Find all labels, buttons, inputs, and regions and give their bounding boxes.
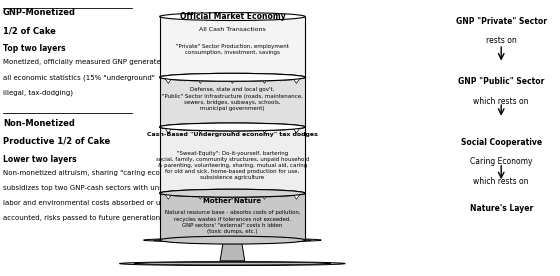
Polygon shape — [160, 17, 305, 77]
Ellipse shape — [160, 123, 305, 131]
Text: Caring Economy: Caring Economy — [470, 157, 533, 166]
Polygon shape — [160, 193, 305, 240]
Text: GNP "Public" Sector: GNP "Public" Sector — [458, 77, 544, 86]
Text: "Sweat-Equity": Do-it-yourself, bartering
social, family, community structures, : "Sweat-Equity": Do-it-yourself, barterin… — [156, 151, 309, 181]
Polygon shape — [160, 77, 305, 127]
Polygon shape — [165, 194, 172, 199]
Ellipse shape — [160, 73, 305, 81]
Text: which rests on: which rests on — [473, 97, 529, 106]
Text: Top two layers: Top two layers — [3, 44, 66, 53]
Polygon shape — [292, 78, 300, 83]
Text: all economic statistics (15% "underground": all economic statistics (15% "undergroun… — [3, 75, 155, 81]
Polygon shape — [165, 128, 172, 133]
Ellipse shape — [119, 262, 345, 266]
Polygon shape — [260, 194, 268, 199]
Text: 1/2 of Cake: 1/2 of Cake — [3, 26, 55, 35]
Polygon shape — [180, 194, 188, 197]
Ellipse shape — [160, 236, 305, 244]
Text: Non-monetized altruism, sharing "caring economy": Non-monetized altruism, sharing "caring … — [3, 170, 183, 176]
Polygon shape — [245, 128, 253, 131]
Text: Natural resource base - absorbs costs of pollution,
recycles wastes if tolerance: Natural resource base - absorbs costs of… — [165, 210, 300, 234]
Text: illegal, tax-dodging): illegal, tax-dodging) — [3, 90, 73, 96]
Polygon shape — [180, 128, 188, 131]
Polygon shape — [292, 194, 300, 199]
Text: Defense, state and local gov't.
"Public" Sector Infrastructure (roads, maintenan: Defense, state and local gov't. "Public"… — [162, 87, 303, 112]
Text: Social Cooperative: Social Cooperative — [461, 138, 542, 147]
Text: accounted, risks passed to future generations: accounted, risks passed to future genera… — [3, 215, 164, 221]
Ellipse shape — [160, 13, 305, 20]
Ellipse shape — [154, 239, 311, 242]
Polygon shape — [277, 78, 284, 81]
Ellipse shape — [160, 189, 305, 197]
Polygon shape — [160, 127, 305, 193]
Text: Mother Nature: Mother Nature — [203, 198, 262, 204]
Text: GNP "Private" Sector: GNP "Private" Sector — [456, 17, 547, 26]
Polygon shape — [165, 78, 172, 83]
Polygon shape — [212, 128, 220, 131]
Polygon shape — [277, 128, 284, 131]
Text: GNP-Monetized: GNP-Monetized — [3, 8, 76, 17]
Polygon shape — [220, 240, 245, 261]
Polygon shape — [292, 128, 300, 133]
Text: Monetized, officially measured GNP generates: Monetized, officially measured GNP gener… — [3, 59, 164, 65]
Text: All Cash Transactions: All Cash Transactions — [199, 27, 266, 32]
Polygon shape — [260, 128, 268, 133]
Ellipse shape — [143, 238, 321, 242]
Text: Official Market Economy: Official Market Economy — [180, 12, 285, 22]
Text: labor and environmental costs absorbed or un-: labor and environmental costs absorbed o… — [3, 200, 167, 206]
Polygon shape — [245, 78, 253, 81]
Polygon shape — [277, 194, 284, 197]
Text: which rests on: which rests on — [473, 177, 529, 186]
Polygon shape — [212, 194, 220, 197]
Polygon shape — [197, 128, 204, 133]
Ellipse shape — [160, 123, 305, 131]
Polygon shape — [228, 194, 236, 199]
Ellipse shape — [160, 73, 305, 81]
Polygon shape — [197, 194, 204, 199]
Text: Cash-Based "Underground economy" tax dodges: Cash-Based "Underground economy" tax dod… — [147, 132, 318, 137]
Text: rests on: rests on — [486, 36, 516, 45]
Polygon shape — [197, 78, 204, 83]
Polygon shape — [212, 78, 220, 81]
Polygon shape — [260, 78, 268, 83]
Polygon shape — [245, 194, 253, 197]
Polygon shape — [180, 78, 188, 81]
Text: "Private" Sector Production, employment
consumption, investment, savings: "Private" Sector Production, employment … — [176, 44, 289, 55]
Text: Productive 1/2 of Cake: Productive 1/2 of Cake — [3, 137, 110, 146]
Polygon shape — [228, 78, 236, 83]
Text: subsidizes top two GNP-cash sectors with unpaid: subsidizes top two GNP-cash sectors with… — [3, 185, 174, 191]
Text: Non-Monetized: Non-Monetized — [3, 119, 74, 128]
Text: Lower two layers: Lower two layers — [3, 155, 76, 164]
Polygon shape — [228, 128, 236, 133]
Ellipse shape — [160, 189, 305, 197]
Text: Nature's Layer: Nature's Layer — [470, 204, 533, 213]
